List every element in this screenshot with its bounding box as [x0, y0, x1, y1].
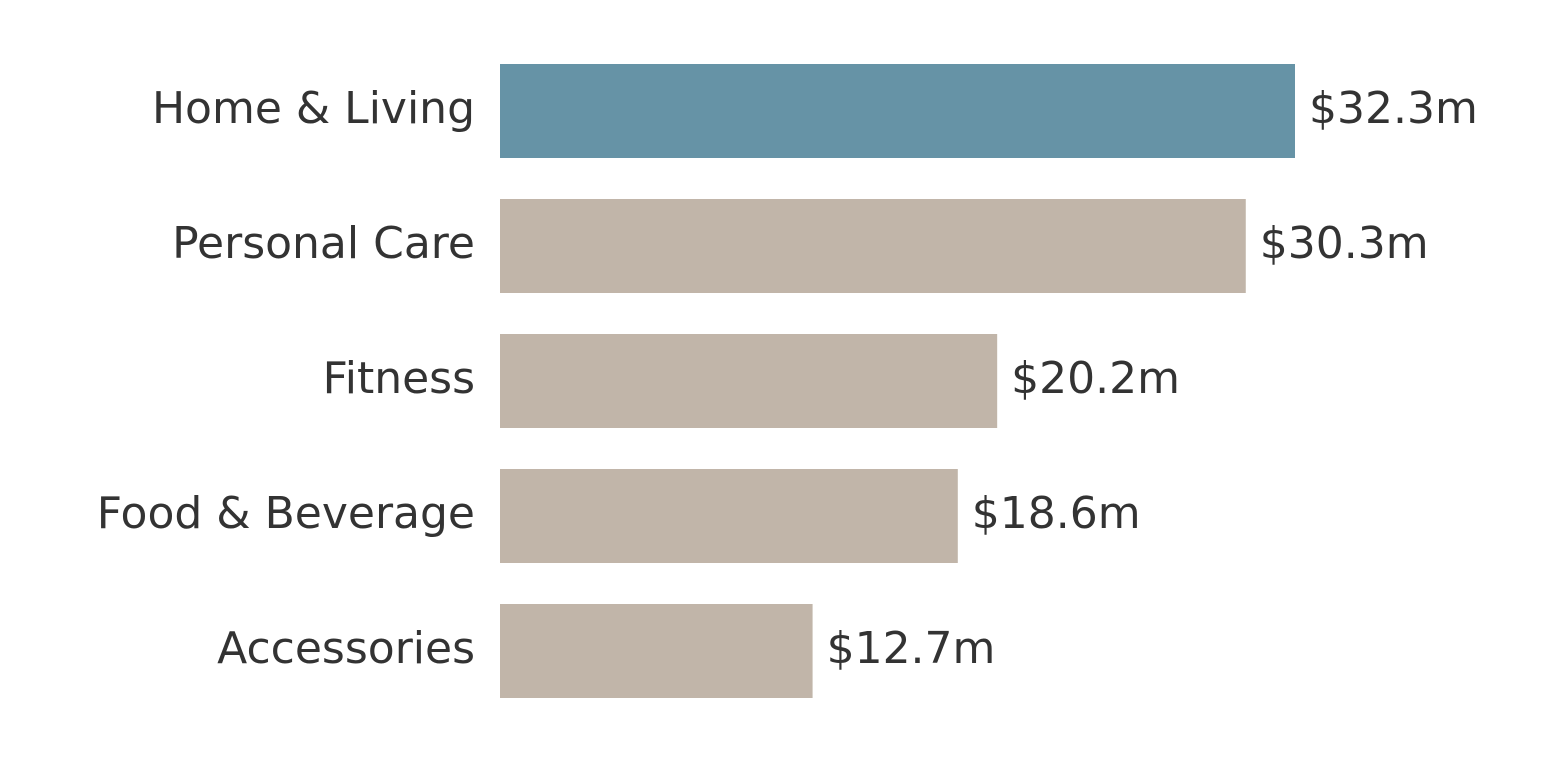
- category-label: Fitness: [323, 353, 475, 404]
- bar: [500, 199, 1246, 293]
- bar: [500, 334, 998, 428]
- bar: [500, 604, 813, 698]
- value-label: $30.3m: [1260, 218, 1429, 269]
- category-label: Accessories: [217, 623, 475, 674]
- bar: [500, 469, 958, 563]
- value-label: $12.7m: [827, 623, 996, 674]
- value-label: $18.6m: [972, 488, 1141, 539]
- category-label: Home & Living: [152, 83, 475, 134]
- value-label: $32.3m: [1309, 83, 1478, 134]
- bar: [500, 64, 1295, 158]
- category-label: Food & Beverage: [97, 488, 475, 539]
- value-label: $20.2m: [1011, 353, 1180, 404]
- category-label: Personal Care: [172, 218, 475, 269]
